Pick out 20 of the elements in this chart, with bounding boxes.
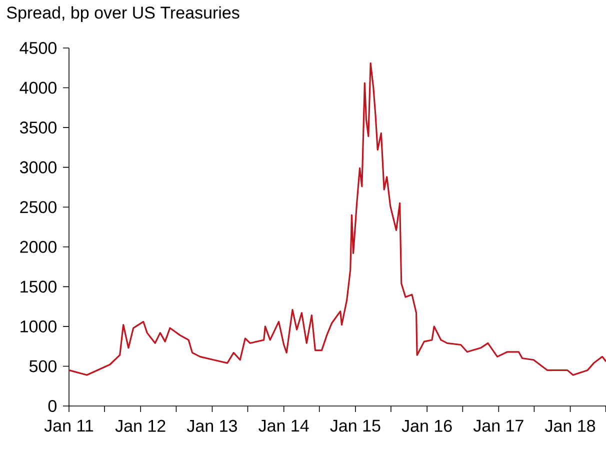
x-tick-label: Jan 13 bbox=[186, 420, 237, 432]
y-tick-label: 1500 bbox=[20, 280, 56, 293]
y-tick-label: 3000 bbox=[20, 161, 56, 174]
x-tick-label: Jan 11 bbox=[44, 420, 94, 432]
y-tick-label: 0 bbox=[48, 400, 56, 412]
y-tick-label: 3500 bbox=[20, 122, 56, 134]
x-tick-label: Jan 16 bbox=[402, 420, 452, 432]
x-tick-label: Jan 12 bbox=[115, 420, 166, 432]
y-tick-label: 4000 bbox=[20, 82, 56, 94]
x-tick-label: Jan 14 bbox=[258, 420, 309, 432]
x-tick-label: Jan 15 bbox=[330, 420, 380, 432]
chart-subtitle: Spread, bp over US Treasuries bbox=[6, 6, 240, 22]
x-tick-label: Jan 17 bbox=[473, 420, 524, 432]
y-tick-label: 500 bbox=[29, 360, 56, 372]
y-tick-label: 2500 bbox=[20, 201, 56, 214]
y-tick-label: 4500 bbox=[20, 42, 56, 54]
line-series bbox=[68, 62, 606, 376]
y-tick-label: 2000 bbox=[20, 240, 56, 253]
x-tick-label: Jan 18 bbox=[545, 420, 596, 432]
y-tick-label: 1000 bbox=[20, 320, 56, 332]
